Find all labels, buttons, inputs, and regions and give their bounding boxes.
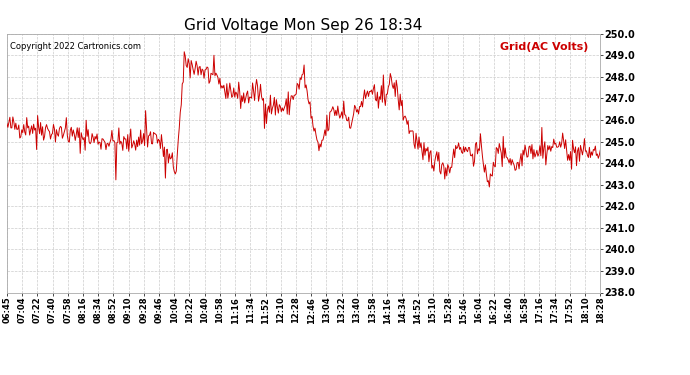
Title: Grid Voltage Mon Sep 26 18:34: Grid Voltage Mon Sep 26 18:34 (184, 18, 423, 33)
Text: Copyright 2022 Cartronics.com: Copyright 2022 Cartronics.com (10, 42, 141, 51)
Text: Grid(AC Volts): Grid(AC Volts) (500, 42, 589, 51)
